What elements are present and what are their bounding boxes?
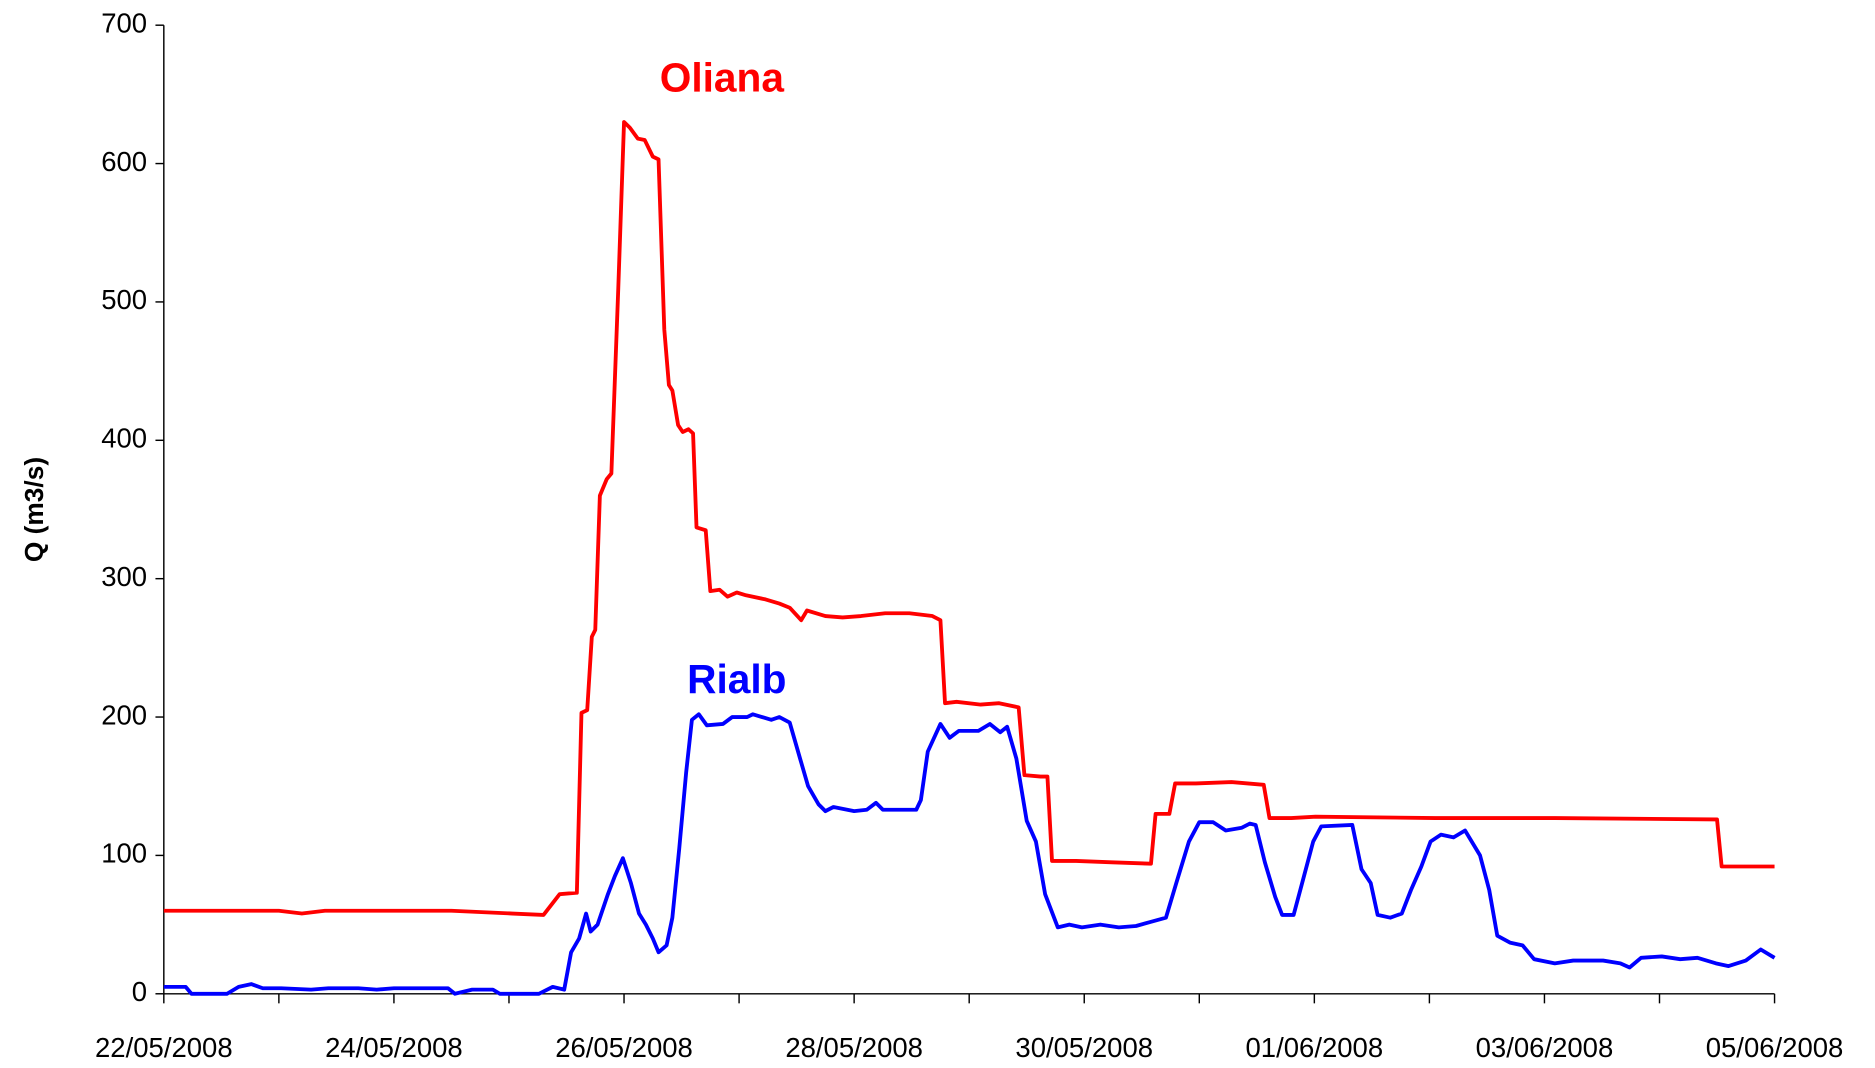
series-line xyxy=(163,120,1775,917)
x-tick-label: 03/06/2008 xyxy=(1476,1032,1614,1063)
y-tick-label: 0 xyxy=(132,976,147,1007)
series-line xyxy=(163,712,1776,996)
y-axis-label: Q (m3/s) xyxy=(19,457,49,562)
x-tick-label: 01/06/2008 xyxy=(1246,1032,1384,1063)
x-tick-label: 26/05/2008 xyxy=(555,1032,693,1063)
y-tick-label: 700 xyxy=(101,7,147,38)
y-tick-label: 600 xyxy=(101,146,147,177)
y-tick-label: 200 xyxy=(101,699,147,730)
x-tick-label: 22/05/2008 xyxy=(95,1032,233,1063)
x-tick-label: 24/05/2008 xyxy=(325,1032,463,1063)
series-annotation: Rialb xyxy=(687,656,786,702)
series-annotation: Oliana xyxy=(660,54,785,100)
x-tick-label: 05/06/2008 xyxy=(1706,1032,1844,1063)
y-tick-label: 100 xyxy=(101,838,147,869)
x-tick-label: 30/05/2008 xyxy=(1015,1032,1153,1063)
y-tick-label: 400 xyxy=(101,423,147,454)
y-tick-label: 300 xyxy=(101,561,147,592)
x-tick-label: 28/05/2008 xyxy=(785,1032,923,1063)
y-tick-label: 500 xyxy=(101,284,147,315)
